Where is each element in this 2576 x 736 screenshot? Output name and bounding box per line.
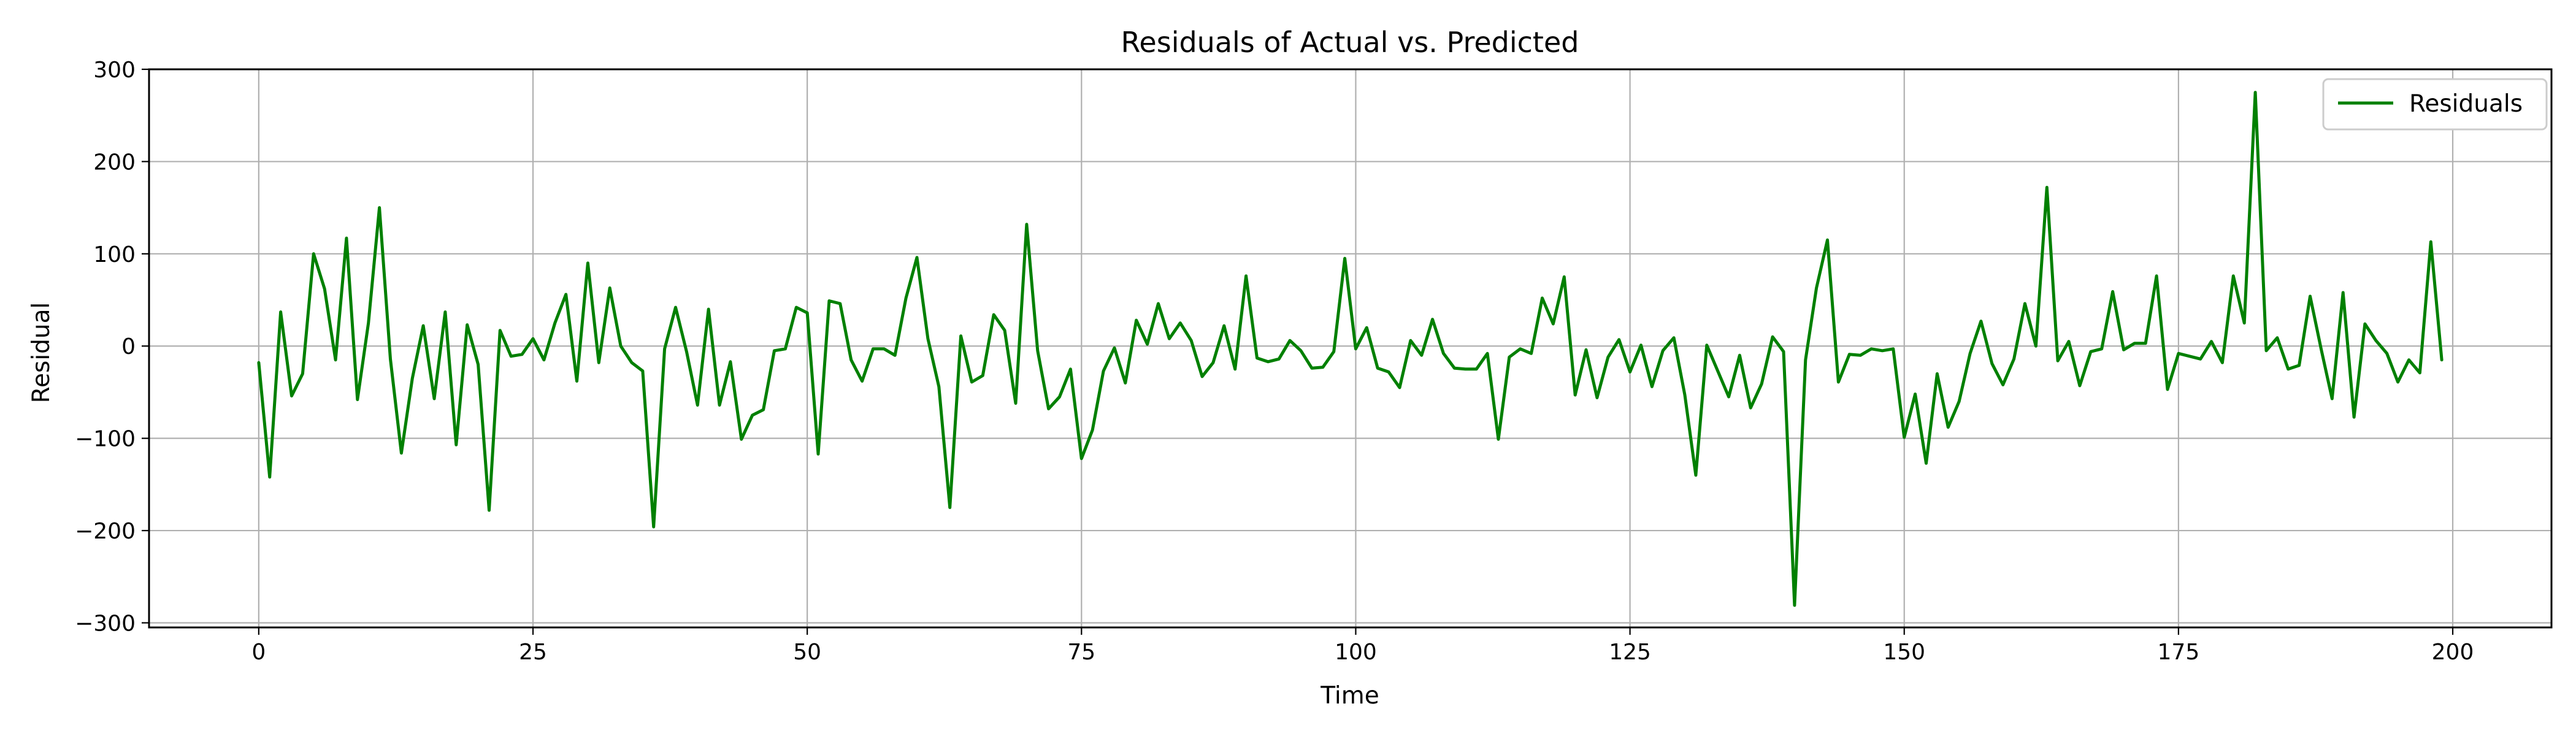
x-axis-label: Time [1320,682,1379,710]
y-tick-label: −200 [75,519,136,544]
x-tick-label: 0 [251,640,266,665]
y-tick-label: 100 [93,242,136,267]
x-tick-label: 100 [1335,640,1377,665]
y-tick-label: 0 [121,334,136,359]
x-tick-label: 25 [519,640,547,665]
data-points [258,92,2442,606]
grid-lines [149,68,2551,627]
y-axis-label: Residual [28,302,55,404]
x-tick-label: 50 [793,640,821,665]
x-tick-label: 150 [1883,640,1925,665]
x-tick-label: 200 [2432,640,2474,665]
residuals-line [257,91,2444,607]
x-tick-label: 125 [1609,640,1651,665]
x-tick-label: 75 [1067,640,1095,665]
legend: Residuals [2322,78,2548,131]
x-tick-label: 175 [2158,640,2200,665]
y-tick-label: 300 [93,58,136,83]
legend-label-residuals: Residuals [2409,90,2523,118]
y-tick-label: 200 [93,150,136,175]
plot-area-frame [148,68,2553,629]
y-tick-label: −300 [75,611,136,636]
chart-title: Residuals of Actual vs. Predicted [1121,26,1579,59]
axis-ticks: 0 25 50 75 100 125 150 175 200 −300 −200 −100 0 100 20… [75,58,2474,665]
y-tick-label: −100 [75,427,136,452]
legend-box [2322,78,2548,131]
